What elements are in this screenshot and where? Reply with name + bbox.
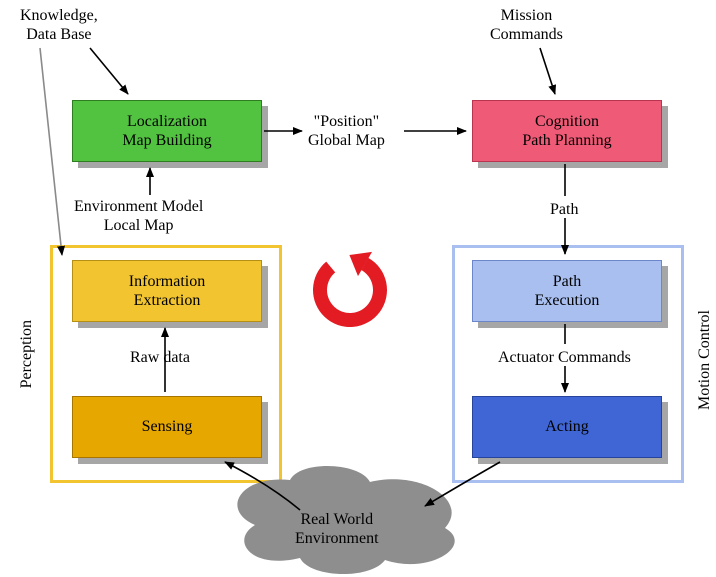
- info-extraction-node: Information Extraction: [72, 260, 262, 322]
- localization-node: Localization Map Building: [72, 100, 262, 162]
- mission-line1: Mission: [501, 7, 553, 24]
- env-model-label: Environment Model Local Map: [74, 197, 203, 235]
- localization-line1: Localization: [127, 112, 207, 131]
- sensing-node: Sensing: [72, 396, 262, 458]
- raw-data-text: Raw data: [130, 349, 190, 366]
- path-label: Path: [550, 200, 578, 219]
- real-world-label: Real World Environment: [295, 510, 379, 548]
- arrow-knowledge-to-info-extraction: [40, 48, 62, 255]
- arrow-mission-to-cognition: [540, 48, 555, 94]
- cycle-arrow-icon: [313, 252, 387, 327]
- path-execution-line2: Execution: [535, 291, 600, 310]
- path-execution-line1: Path: [553, 272, 581, 291]
- arrow-knowledge-to-localization: [90, 48, 128, 94]
- acting-node: Acting: [472, 396, 662, 458]
- env-model-line2: Local Map: [104, 217, 174, 234]
- cognition-line1: Cognition: [535, 112, 599, 131]
- raw-data-label: Raw data: [130, 348, 190, 367]
- cognition-node: Cognition Path Planning: [472, 100, 662, 162]
- motion-control-vlabel: Motion Control: [696, 310, 714, 410]
- sensing-line1: Sensing: [142, 417, 193, 436]
- knowledge-line1: Knowledge,: [20, 7, 98, 24]
- info-extraction-line2: Extraction: [134, 291, 201, 310]
- real-world-line1: Real World: [300, 511, 373, 528]
- mission-label: Mission Commands: [490, 6, 563, 44]
- mission-line2: Commands: [490, 26, 563, 43]
- info-extraction-line1: Information: [129, 272, 205, 291]
- env-model-line1: Environment Model: [74, 198, 203, 215]
- perception-vlabel-text: Perception: [18, 320, 35, 388]
- actuator-text: Actuator Commands: [498, 349, 631, 366]
- real-world-line2: Environment: [295, 530, 379, 547]
- motion-control-vlabel-text: Motion Control: [696, 310, 713, 410]
- cognition-line2: Path Planning: [522, 131, 611, 150]
- path-text: Path: [550, 201, 578, 218]
- path-execution-node: Path Execution: [472, 260, 662, 322]
- knowledge-label: Knowledge, Data Base: [20, 6, 98, 44]
- localization-line2: Map Building: [122, 131, 211, 150]
- actuator-label: Actuator Commands: [498, 348, 631, 367]
- acting-line1: Acting: [545, 417, 589, 436]
- perception-vlabel: Perception: [18, 320, 36, 388]
- position-line1: "Position": [314, 113, 380, 130]
- knowledge-line2: Data Base: [26, 26, 91, 43]
- position-line2: Global Map: [308, 132, 385, 149]
- position-label: "Position" Global Map: [308, 112, 385, 150]
